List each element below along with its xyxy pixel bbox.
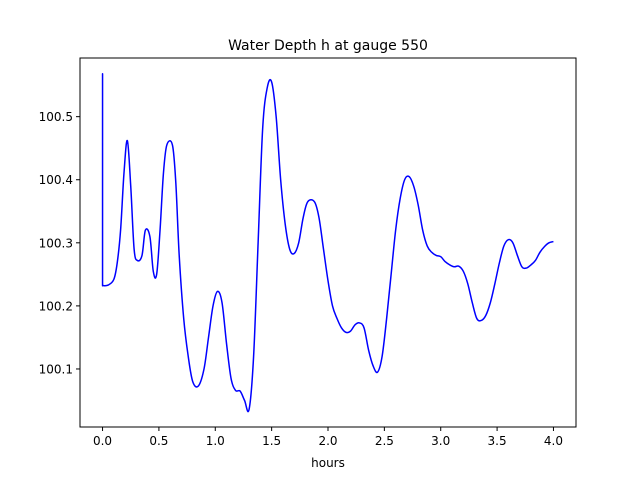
x-axis-ticks: 0.0 0.5 1.0 1.5 2.0 2.5 3.0 3.5 4.0	[93, 427, 563, 448]
y-tick-label: 100.1	[39, 362, 73, 376]
chart-title: Water Depth h at gauge 550	[228, 38, 428, 54]
x-tick-label: 2.0	[318, 434, 337, 448]
x-tick-label: 1.5	[262, 434, 281, 448]
y-tick-label: 100.5	[39, 110, 73, 124]
x-tick-label: 2.5	[375, 434, 394, 448]
x-tick-label: 3.0	[431, 434, 450, 448]
x-tick-label: 3.5	[488, 434, 507, 448]
y-tick-label: 100.3	[39, 236, 73, 250]
y-tick-label: 100.4	[39, 173, 73, 187]
x-axis-label: hours	[311, 456, 345, 470]
y-axis-ticks: 100.1 100.2 100.3 100.4 100.5	[39, 110, 80, 376]
x-tick-label: 0.0	[93, 434, 112, 448]
x-tick-label: 0.5	[149, 434, 168, 448]
x-tick-label: 1.0	[206, 434, 225, 448]
series-line	[101, 73, 554, 413]
y-tick-label: 100.2	[39, 299, 73, 313]
plot-area	[101, 73, 554, 413]
x-tick-label: 4.0	[544, 434, 563, 448]
